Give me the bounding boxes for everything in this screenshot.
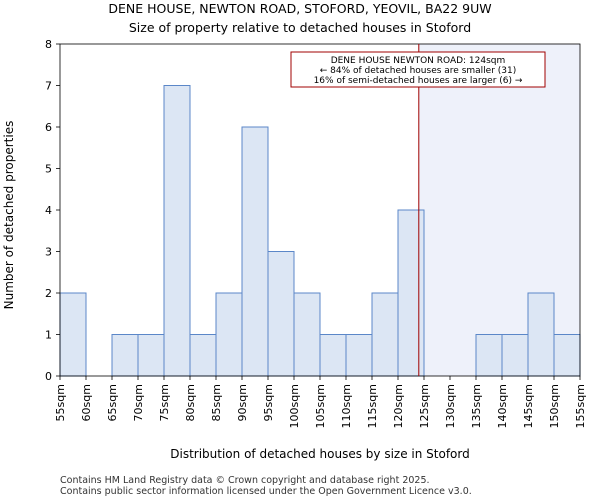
- bar-115sqm: [371, 292, 399, 377]
- bar-75sqm: [163, 85, 191, 377]
- y-tick-label: 0: [45, 370, 52, 383]
- x-tick-label: 80sqm: [184, 384, 197, 421]
- x-axis-label: Distribution of detached houses by size …: [170, 447, 469, 461]
- y-tick-label: 5: [45, 163, 52, 176]
- bar-150sqm: [553, 334, 581, 377]
- bar-65sqm: [111, 334, 139, 377]
- x-tick-label: 65sqm: [106, 384, 119, 421]
- x-tick-label: 105sqm: [314, 384, 327, 428]
- x-tick-label: 90sqm: [236, 384, 249, 421]
- x-tick-label: 100sqm: [288, 384, 301, 428]
- bar-55sqm: [59, 292, 87, 377]
- x-tick-label: 120sqm: [392, 384, 405, 428]
- bar-85sqm: [215, 292, 243, 377]
- annotation-line3: 16% of semi-detached houses are larger (…: [314, 76, 523, 86]
- y-tick-label: 2: [45, 287, 52, 300]
- bar-90sqm: [241, 126, 269, 377]
- x-tick-label: 155sqm: [574, 384, 587, 428]
- bar-95sqm: [267, 251, 295, 377]
- y-tick-label: 8: [45, 38, 52, 51]
- bar-135sqm: [475, 334, 503, 377]
- x-tick-label: 85sqm: [210, 384, 223, 421]
- bars-layer: [59, 85, 581, 377]
- x-tick-label: 115sqm: [366, 384, 379, 428]
- larger-region-highlight: [418, 44, 580, 376]
- x-tick-label: 75sqm: [158, 384, 171, 421]
- chart-title-line1: DENE HOUSE, NEWTON ROAD, STOFORD, YEOVIL…: [108, 1, 491, 16]
- bar-105sqm: [319, 334, 347, 377]
- x-tick-label: 70sqm: [132, 384, 145, 421]
- bar-110sqm: [345, 334, 373, 377]
- y-tick-label: 3: [45, 246, 52, 259]
- bar-145sqm: [527, 292, 555, 377]
- x-tick-label: 125sqm: [418, 384, 431, 428]
- axis-layer: 0 1 2 3 4 5 6 7 8 55sqm 60sqm 65sqm 70sqm 75sqm 80sqm 8…: [45, 38, 587, 428]
- footer-line1: Contains HM Land Registry data © Crown c…: [60, 475, 430, 486]
- bar-80sqm: [189, 334, 217, 377]
- x-tick-label: 55sqm: [54, 384, 67, 421]
- x-tick-label: 60sqm: [80, 384, 93, 421]
- y-tick-label: 4: [45, 204, 52, 217]
- bar-140sqm: [501, 334, 529, 377]
- footer-line2: Contains public sector information licen…: [60, 486, 472, 497]
- highlight-layer: [418, 44, 580, 376]
- bar-100sqm: [293, 292, 321, 377]
- chart-title-line2: Size of property relative to detached ho…: [129, 20, 471, 35]
- x-tick-label: 150sqm: [548, 384, 561, 428]
- y-axis-label: Number of detached properties: [2, 121, 16, 310]
- x-tick-label: 140sqm: [496, 384, 509, 428]
- x-tick-label: 145sqm: [522, 384, 535, 428]
- y-tick-label: 7: [45, 80, 52, 93]
- bar-120sqm: [397, 209, 425, 377]
- annotation-frame: [290, 51, 546, 88]
- x-tick-label: 110sqm: [340, 384, 353, 428]
- annotation-line2: ← 84% of detached houses are smaller (31…: [320, 66, 517, 76]
- x-tick-label: 130sqm: [444, 384, 457, 428]
- x-tick-label: 135sqm: [470, 384, 483, 428]
- annotation-box: DENE HOUSE NEWTON ROAD: 124sqm ← 84% of …: [290, 51, 546, 88]
- y-tick-label: 6: [45, 121, 52, 134]
- bar-70sqm: [137, 334, 165, 377]
- y-tick-label: 1: [45, 329, 52, 342]
- annotation-line1: DENE HOUSE NEWTON ROAD: 124sqm: [331, 56, 506, 66]
- x-tick-label: 95sqm: [262, 384, 275, 421]
